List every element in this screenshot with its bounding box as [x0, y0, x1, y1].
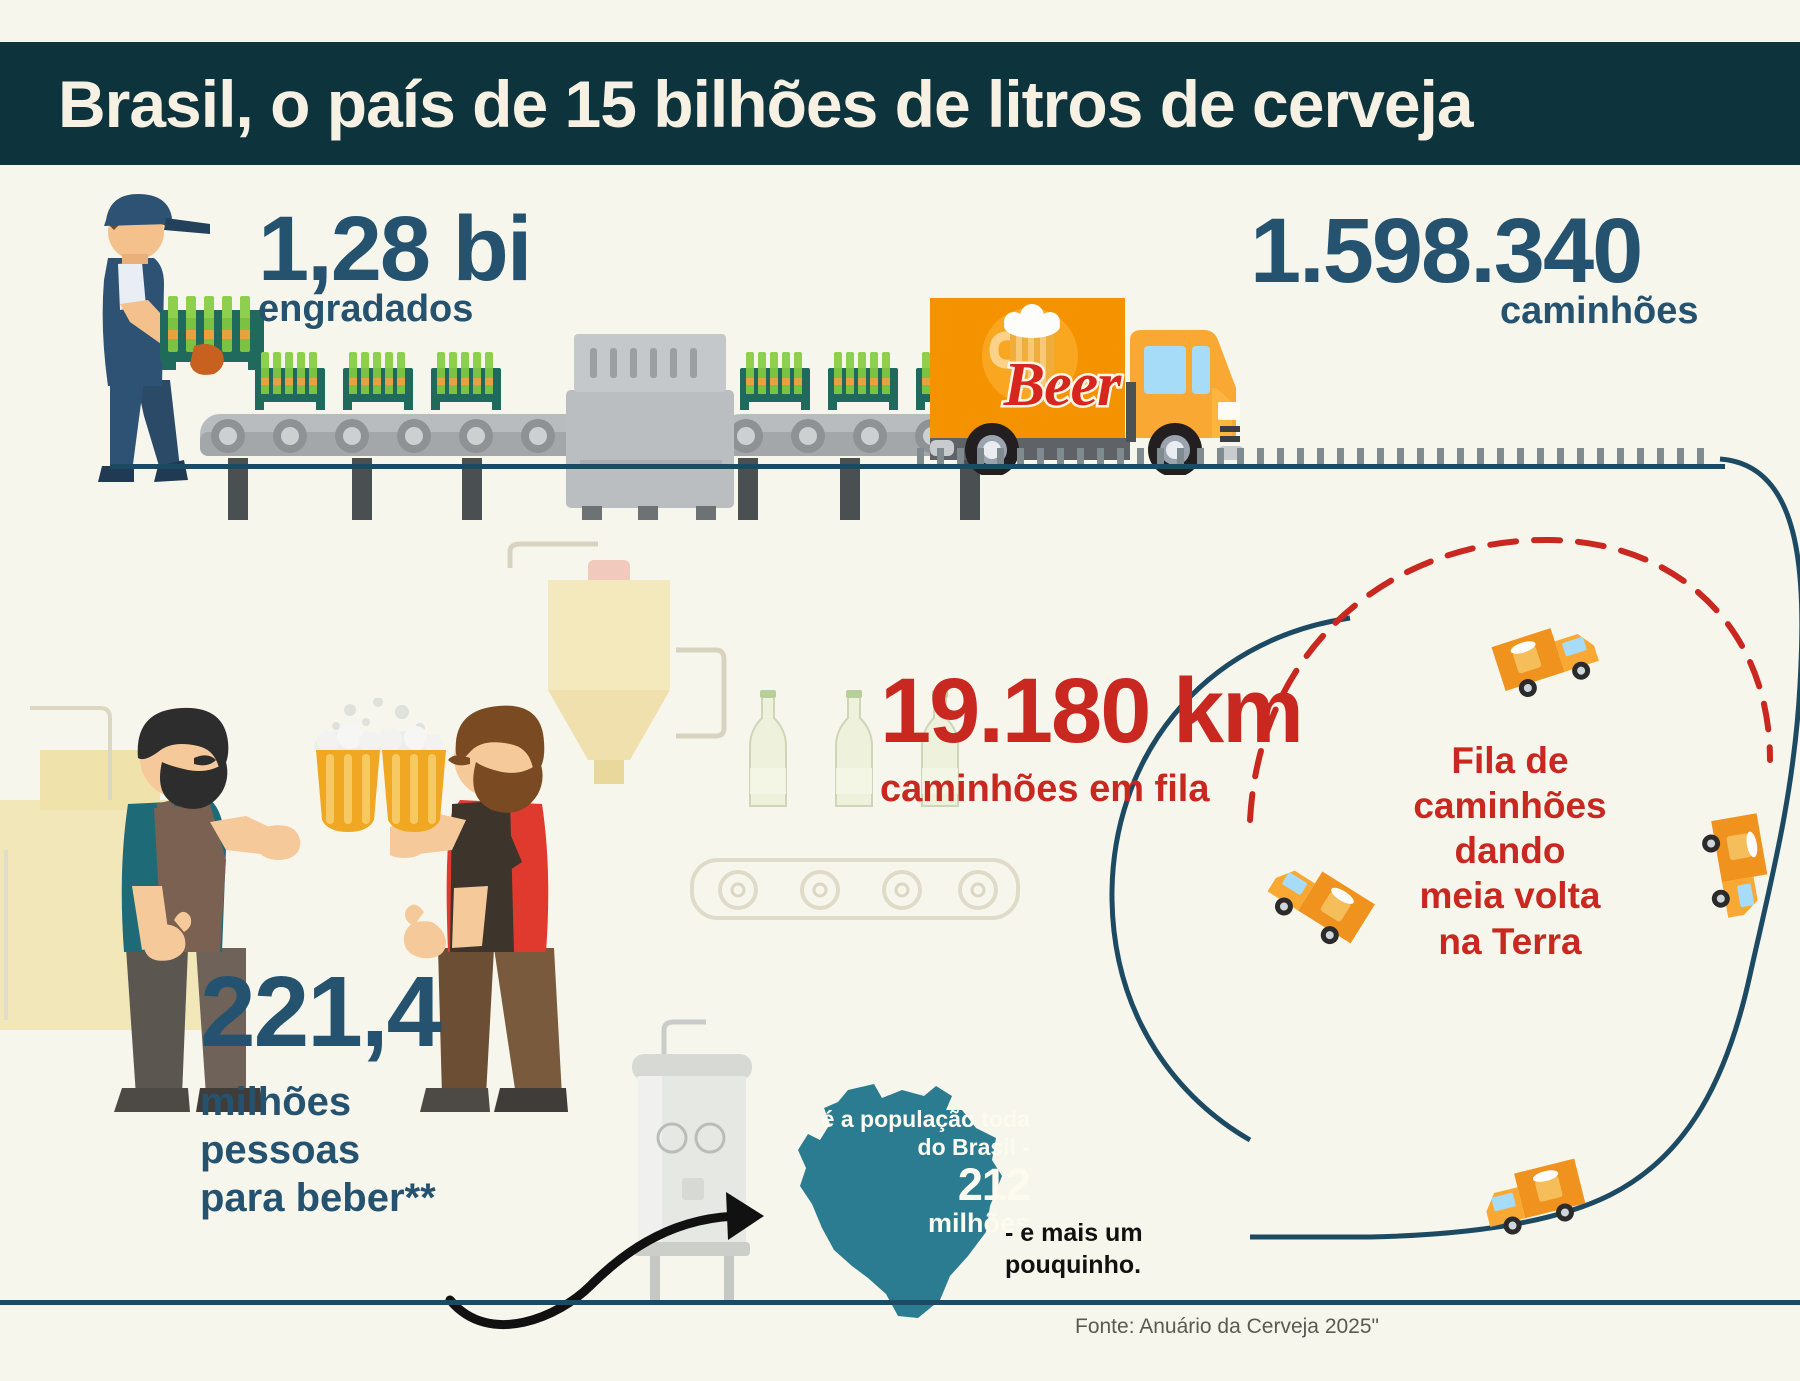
- stat-pessoas-label-1: milhões: [200, 1080, 352, 1124]
- curved-arrow-to-map: [445, 1192, 764, 1330]
- page-title: Brasil, o país de 15 bilhões de litros d…: [58, 66, 1474, 141]
- brewery-pipes: [507, 541, 727, 739]
- stat-engradados-value: 1,28 bi: [258, 198, 532, 300]
- earth-loop-line-5: na Terra: [1438, 920, 1582, 962]
- conveyor-crates-left: [255, 352, 501, 410]
- mini-truck-bottom: [1486, 1158, 1586, 1235]
- earth-loop-line-2: caminhões: [1413, 785, 1607, 827]
- extra-note-line-1: - e mais um: [1005, 1219, 1143, 1247]
- road-hatch-marks: [915, 448, 1725, 469]
- stat-engradados-label: engradados: [258, 288, 474, 330]
- header-banner: Brasil, o país de 15 bilhões de litros d…: [0, 42, 1800, 165]
- earth-loop-line-3: dando: [1454, 830, 1566, 872]
- earth-loop-red-dashed-arc: [1247, 536, 1773, 823]
- map-annotation-big-number: 212: [957, 1159, 1031, 1210]
- man-left-illustration: [114, 707, 301, 1112]
- extra-note-line-2: pouquinho.: [1005, 1251, 1142, 1279]
- stat-fila-label: caminhões em fila: [880, 768, 1210, 810]
- cheers-beer-mugs: [314, 698, 446, 832]
- source-note: Fonte: Anuário da Cerveja 2025": [1075, 1315, 1379, 1338]
- stat-caminhoes-value: 1.598.340: [1250, 200, 1643, 302]
- stat-caminhoes-label: caminhões: [1500, 290, 1699, 332]
- ground-line-left: [110, 464, 920, 469]
- mini-truck-top: [1491, 628, 1599, 697]
- map-annotation-line-1: é a população toda: [821, 1106, 1030, 1132]
- stat-pessoas-label-2: pessoas: [200, 1128, 361, 1172]
- man-right-illustration: [390, 705, 568, 1112]
- truck-route-path: [1250, 456, 1800, 1240]
- ground-line-bottom: [0, 1300, 1800, 1305]
- earth-loop-line-1: Fila de: [1451, 740, 1569, 781]
- beer-crate-carried: [160, 296, 264, 375]
- bottle-conveyor: [690, 858, 1020, 920]
- packing-machine: [566, 334, 734, 520]
- stat-pessoas-label-3: para beber**: [200, 1176, 436, 1220]
- beer-delivery-truck: [930, 298, 1244, 475]
- background-box-far-right: [1600, 680, 1800, 930]
- brewery-hopper-tank: [548, 560, 670, 784]
- stat-fila-value: 19.180 km: [880, 660, 1304, 762]
- mini-truck-right: [1702, 813, 1768, 918]
- map-annotation-line-3: milhões: [927, 1208, 1030, 1238]
- earth-loop-line-4: meia volta: [1419, 875, 1601, 917]
- brazil-map-shape: [798, 1084, 1002, 1318]
- earth-loop-blue-arc: [1109, 615, 1351, 1143]
- beer-bottles-group: [749, 690, 959, 807]
- stat-pessoas-value: 221,4: [200, 956, 442, 1068]
- earth-loop-annotation: Fila de caminhões dando meia volta na Te…: [1380, 738, 1640, 964]
- mini-truck-left: [1267, 870, 1375, 945]
- brewing-kettle: [632, 1019, 752, 1300]
- truck-brand-label: Beer: [1001, 349, 1124, 422]
- map-annotation-line-2: do Brasil -: [917, 1134, 1030, 1160]
